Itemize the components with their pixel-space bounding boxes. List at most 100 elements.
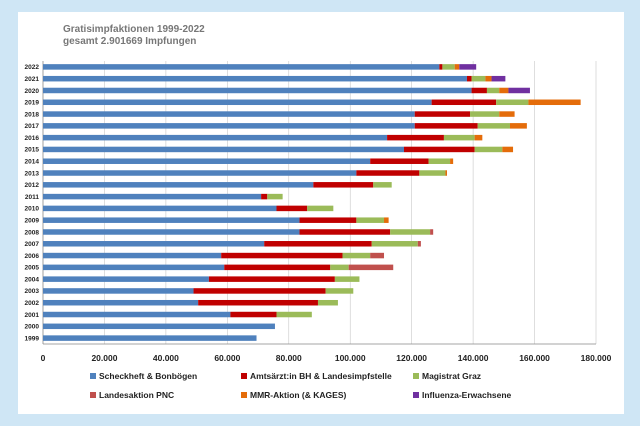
y-tick-label-2022: 2022 (25, 64, 40, 71)
bar-2009-series-4 (384, 217, 389, 223)
bar-2014-series-1 (370, 158, 429, 164)
bar-2018-series-0 (43, 111, 415, 117)
bar-2008-series-1 (299, 229, 391, 235)
legend-label-3: Landesaktion PNC (99, 390, 174, 400)
y-tick-label-2001: 2001 (25, 312, 40, 319)
gridlines (42, 61, 597, 345)
bar-2013-series-4 (445, 170, 447, 176)
y-tick-label-2003: 2003 (25, 288, 40, 295)
bar-2016-series-4 (474, 134, 483, 141)
bar-2013-series-1 (356, 170, 420, 176)
bar-2021-series-0 (43, 75, 467, 82)
x-tick-label-5: 100.000 (335, 353, 366, 363)
y-tick-label-2011: 2011 (25, 194, 39, 201)
legend-swatch-0 (90, 373, 96, 379)
bar-2003-series-1 (193, 288, 326, 294)
bar-2020-series-4 (499, 87, 509, 94)
bar-2003-series-2 (325, 288, 354, 294)
bar-2022-series-0 (43, 64, 440, 70)
bar-2008-series-2 (390, 229, 431, 235)
bar-1999-series-0 (43, 335, 257, 341)
bar-2003-series-0 (43, 288, 194, 294)
bar-2021-series-5 (491, 75, 506, 82)
bar-2002-series-2 (317, 299, 338, 306)
bar-2010-series-2 (307, 205, 334, 212)
bar-2000-series-0 (43, 323, 275, 330)
bar-2010-series-1 (276, 205, 308, 212)
x-tick-label-3: 60.000 (214, 353, 240, 363)
y-tick-label-2008: 2008 (25, 229, 40, 236)
bar-2020-series-2 (486, 87, 500, 94)
y-tick-label-2005: 2005 (25, 265, 40, 272)
bar-2011-series-0 (43, 193, 262, 200)
bar-2014-series-4 (450, 158, 454, 164)
y-tick-label-2010: 2010 (25, 206, 40, 213)
bar-2017-series-1 (414, 123, 478, 129)
bar-2005-series-3 (348, 264, 394, 271)
y-tick-label-2013: 2013 (25, 170, 40, 177)
bar-2012-series-2 (373, 182, 392, 188)
bar-2015-series-2 (474, 146, 503, 153)
y-tick-label-2007: 2007 (25, 241, 40, 248)
bar-2017-series-2 (477, 123, 510, 129)
y-tick-label-2017: 2017 (25, 123, 40, 130)
y-tick-label-2012: 2012 (25, 182, 40, 189)
bar-2020-series-0 (43, 87, 472, 94)
legend-swatch-4 (241, 392, 247, 398)
bar-2017-series-4 (509, 123, 527, 129)
bar-2022-series-1 (439, 64, 443, 70)
legend-label-1: Amtsärzt:in BH & Landesimpfstelle (250, 371, 392, 381)
bar-2001-series-2 (276, 311, 312, 318)
bar-2019-series-2 (496, 99, 529, 106)
bar-2018-series-2 (470, 111, 500, 117)
bar-2007-series-2 (371, 241, 418, 247)
x-tick-label-7: 140.000 (458, 353, 489, 363)
bar-2007-series-1 (264, 241, 372, 247)
y-tick-label-1999: 1999 (25, 335, 40, 342)
bar-2014-series-0 (43, 158, 371, 164)
bar-2013-series-0 (43, 170, 357, 176)
bar-2005-series-2 (330, 264, 349, 271)
y-tick-label-2004: 2004 (25, 276, 40, 283)
y-tick-label-2014: 2014 (25, 159, 40, 166)
bar-2016-series-2 (443, 134, 475, 141)
bar-2018-series-1 (414, 111, 471, 117)
bar-2018-series-4 (499, 111, 515, 117)
bar-2022-series-2 (442, 64, 455, 70)
bar-2008-series-3 (430, 229, 434, 235)
y-tick-label-2018: 2018 (25, 111, 40, 118)
legend-label-5: Influenza-Erwachsene (422, 390, 512, 400)
bar-2011-series-2 (267, 193, 283, 200)
bar-2011-series-1 (261, 193, 268, 200)
bar-2016-series-1 (387, 134, 444, 141)
legend-swatch-3 (90, 392, 96, 398)
bar-2002-series-0 (43, 299, 199, 306)
x-tick-label-8: 160.000 (519, 353, 550, 363)
bar-2001-series-0 (43, 311, 231, 318)
bar-2019-series-0 (43, 99, 432, 106)
bar-2013-series-2 (419, 170, 446, 176)
bar-2022-series-4 (454, 64, 460, 70)
bar-2006-series-3 (370, 252, 385, 259)
x-tick-label-1: 20.000 (91, 353, 117, 363)
legend-swatch-5 (413, 392, 419, 398)
bar-2015-series-0 (43, 146, 404, 153)
bar-2009-series-2 (356, 217, 385, 223)
y-tick-label-2021: 2021 (25, 76, 40, 83)
title-line-2: gesamt 2.901669 Impfungen (63, 36, 196, 47)
bar-2012-series-1 (313, 182, 374, 188)
bar-2004-series-1 (208, 276, 335, 282)
y-tick-label-2006: 2006 (25, 253, 40, 260)
bar-2017-series-0 (43, 123, 415, 129)
y-tick-label-2009: 2009 (25, 217, 40, 224)
x-tick-label-0: 0 (41, 353, 46, 363)
bar-2006-series-0 (43, 252, 222, 259)
legend-label-4: MMR-Aktion (& KAGES) (250, 390, 346, 400)
bar-2007-series-0 (43, 241, 265, 247)
bar-2007-series-3 (417, 241, 421, 247)
legend-swatch-2 (413, 373, 419, 379)
y-tick-label-2016: 2016 (25, 135, 40, 142)
x-tick-label-9: 180.000 (581, 353, 612, 363)
bar-2009-series-1 (299, 217, 357, 223)
